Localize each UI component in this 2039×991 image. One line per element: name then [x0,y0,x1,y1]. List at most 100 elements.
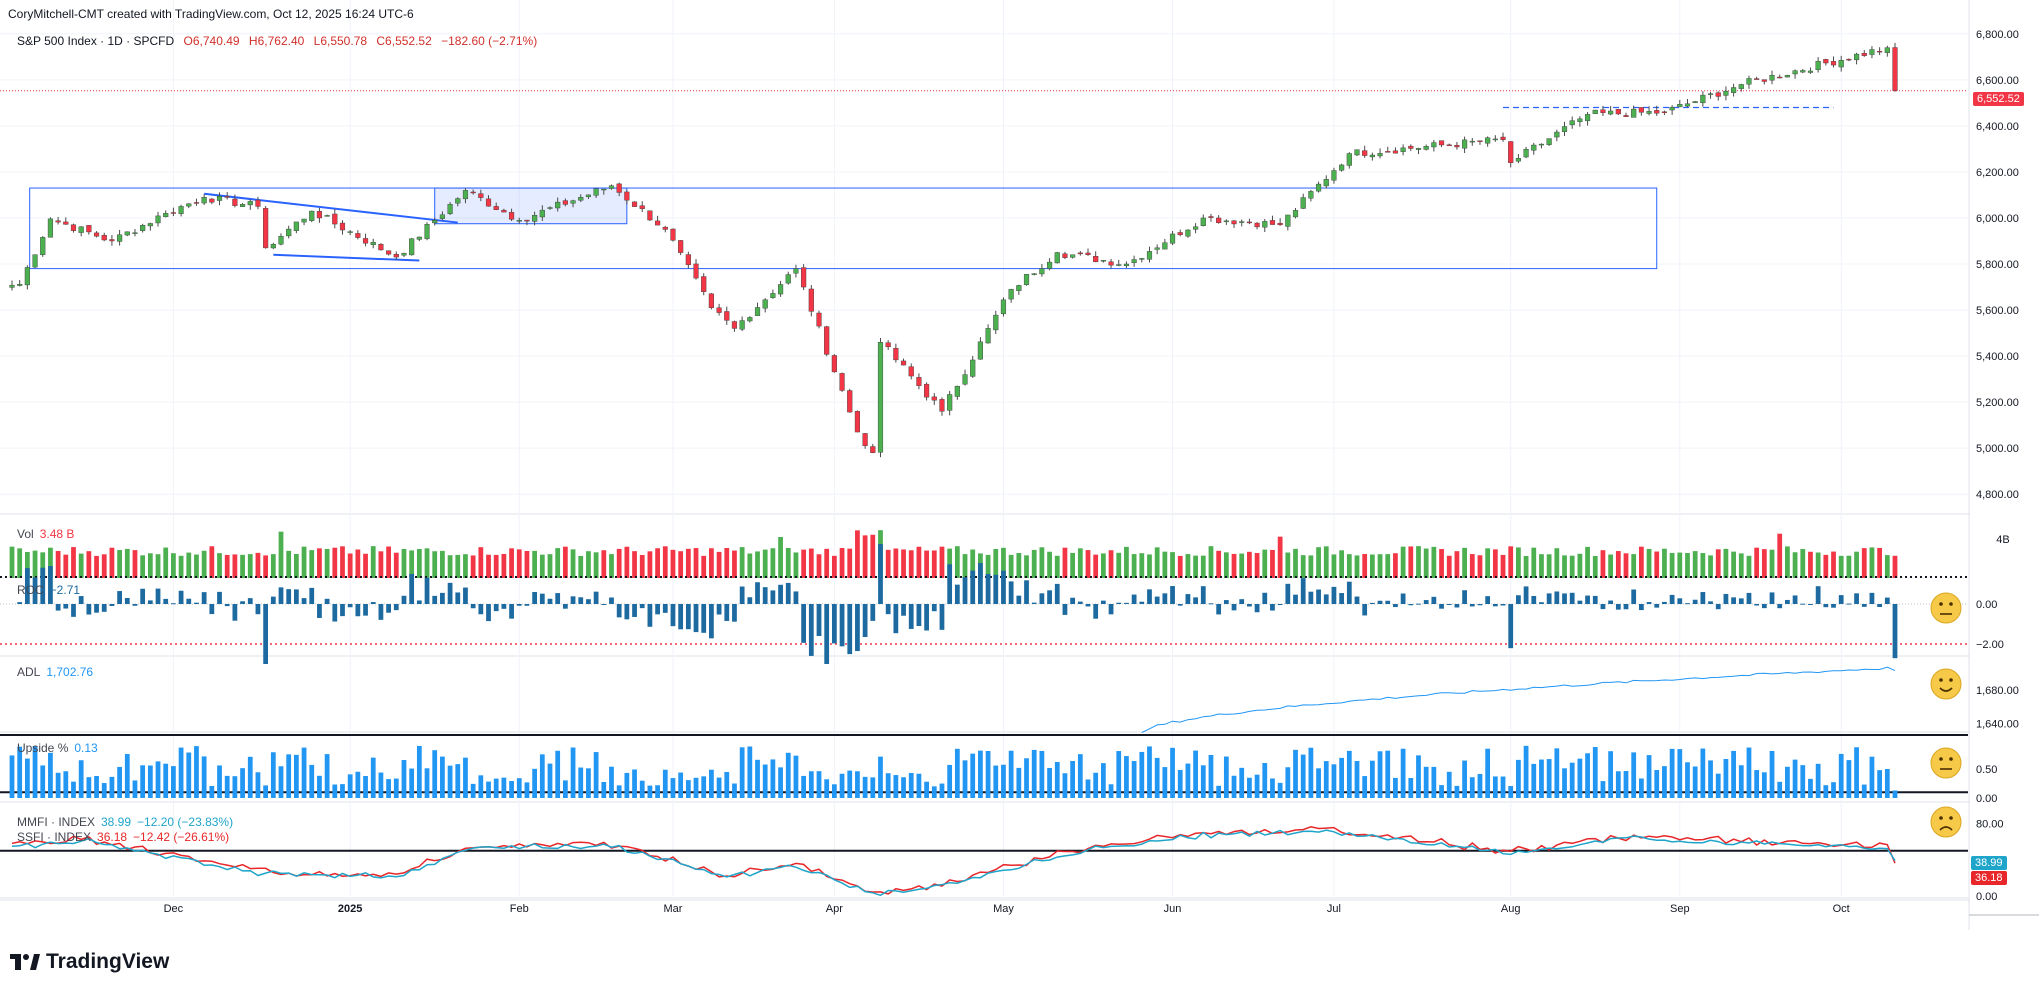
roc-bar [1838,595,1844,604]
candle-down [831,355,837,373]
wedge-lower-line [273,253,420,262]
time-tick-label: 2025 [338,903,362,915]
upside-bar [586,768,591,798]
volume-bar [639,554,645,578]
face-eye [1939,757,1943,761]
volume-bar [1001,547,1006,578]
upside-bar [332,784,338,798]
roc-bar [1346,581,1352,604]
candle-up [1531,144,1537,151]
upside-bar [1838,753,1844,798]
upside-bar [1631,752,1637,798]
upside-bar [1431,766,1437,798]
volume-bar [908,550,914,578]
roc-bar [1162,593,1168,604]
upside-legend[interactable]: Upside % 0.13 [17,741,98,755]
upside-bar [378,772,384,798]
candle-up [1169,233,1176,244]
upside-bar [340,784,345,798]
candle-up [1523,148,1529,158]
price-tick-label: 6,400.00 [1976,121,2019,133]
upside-bar [1062,773,1068,798]
candle-up [1738,84,1744,89]
upside-bar [1562,768,1567,798]
volume-bar [1208,546,1214,578]
roc-bar [1054,583,1060,604]
roc-bar [1423,600,1429,604]
candle-down [1062,253,1068,258]
roc-legend[interactable]: ROC −2.71 [17,583,80,597]
adl-legend[interactable]: ADL 1,702.76 [17,665,93,679]
upside-bar [778,767,783,798]
candle-up [278,236,284,245]
volume-bar [1177,555,1183,578]
volume-bar [1892,555,1898,578]
candle-up [1300,197,1306,209]
volume-bar [685,548,691,578]
roc-bar [40,567,46,604]
candle-up [1800,70,1806,73]
upside-bar [1754,770,1760,798]
roc-bar [647,604,653,627]
roc-bar [478,604,484,615]
candle-up [424,224,430,239]
candle-up [1070,254,1076,258]
upside-bar [578,767,584,798]
volume-bar [985,554,991,578]
upside-bar [101,783,107,798]
upside-bar [824,779,830,798]
upside-bar [1393,777,1398,798]
main-legend: S&P 500 Index · 1D · SPCFD O6,740.49 H6,… [17,34,543,48]
breadth-tick-label: 0.00 [1976,891,1997,903]
volume-bar [1270,549,1275,578]
candle-up [1469,140,1475,143]
upside-bar [416,745,422,798]
candle-up [1415,148,1422,150]
volume-bar [1615,551,1621,578]
upside-bar [562,780,568,798]
upside-bar [1808,778,1813,798]
open-value: O6,740.49 [183,34,240,48]
candle-down [55,220,61,223]
volume-bar [1016,552,1022,578]
upside-bar [1854,747,1859,798]
upside-bar [186,752,192,798]
mmfi-legend[interactable]: MMFI · INDEX 38.99 −12.20 (−23.83%) [17,815,233,829]
roc-bar [885,604,891,615]
price-tick-label: 6,000.00 [1976,213,2019,225]
symbol-label[interactable]: S&P 500 Index · 1D · SPCFD [17,34,175,48]
candle-up [147,223,153,227]
upside-bar [501,777,507,798]
upside-bar [978,750,983,798]
upside-tick-label: 0.00 [1976,793,1997,805]
upside-bar [224,775,230,798]
ssfi-legend[interactable]: SSFI · INDEX 36.18 −12.42 (−26.61%) [17,830,229,844]
roc-bar [1623,604,1629,610]
upside-tick-label: 0.50 [1976,764,1997,776]
volume-bar [962,554,968,578]
candle-up [1700,94,1706,104]
upside-bar [678,772,684,798]
candle-up [347,231,353,233]
roc-bar [463,587,468,604]
candle-down [870,446,876,453]
upside-bar [532,768,538,798]
roc-bar [1147,589,1152,604]
roc-bar [1516,595,1521,604]
upside-bar [1277,782,1283,798]
volume-bar [1600,550,1606,578]
vol-legend[interactable]: Vol 3.48 B [17,527,74,541]
upside-bar [63,771,69,798]
volume-bar [1508,546,1514,578]
volume-bar [970,549,976,578]
upside-bar [1815,763,1821,798]
volume-bar [586,551,591,578]
candle-down [639,205,645,209]
volume-bar [293,553,299,578]
volume-bar [263,555,269,578]
face-mouth [1939,826,1953,831]
upside-bar [1208,754,1214,798]
upside-bar [1746,747,1752,798]
volume-bar [1654,551,1660,578]
